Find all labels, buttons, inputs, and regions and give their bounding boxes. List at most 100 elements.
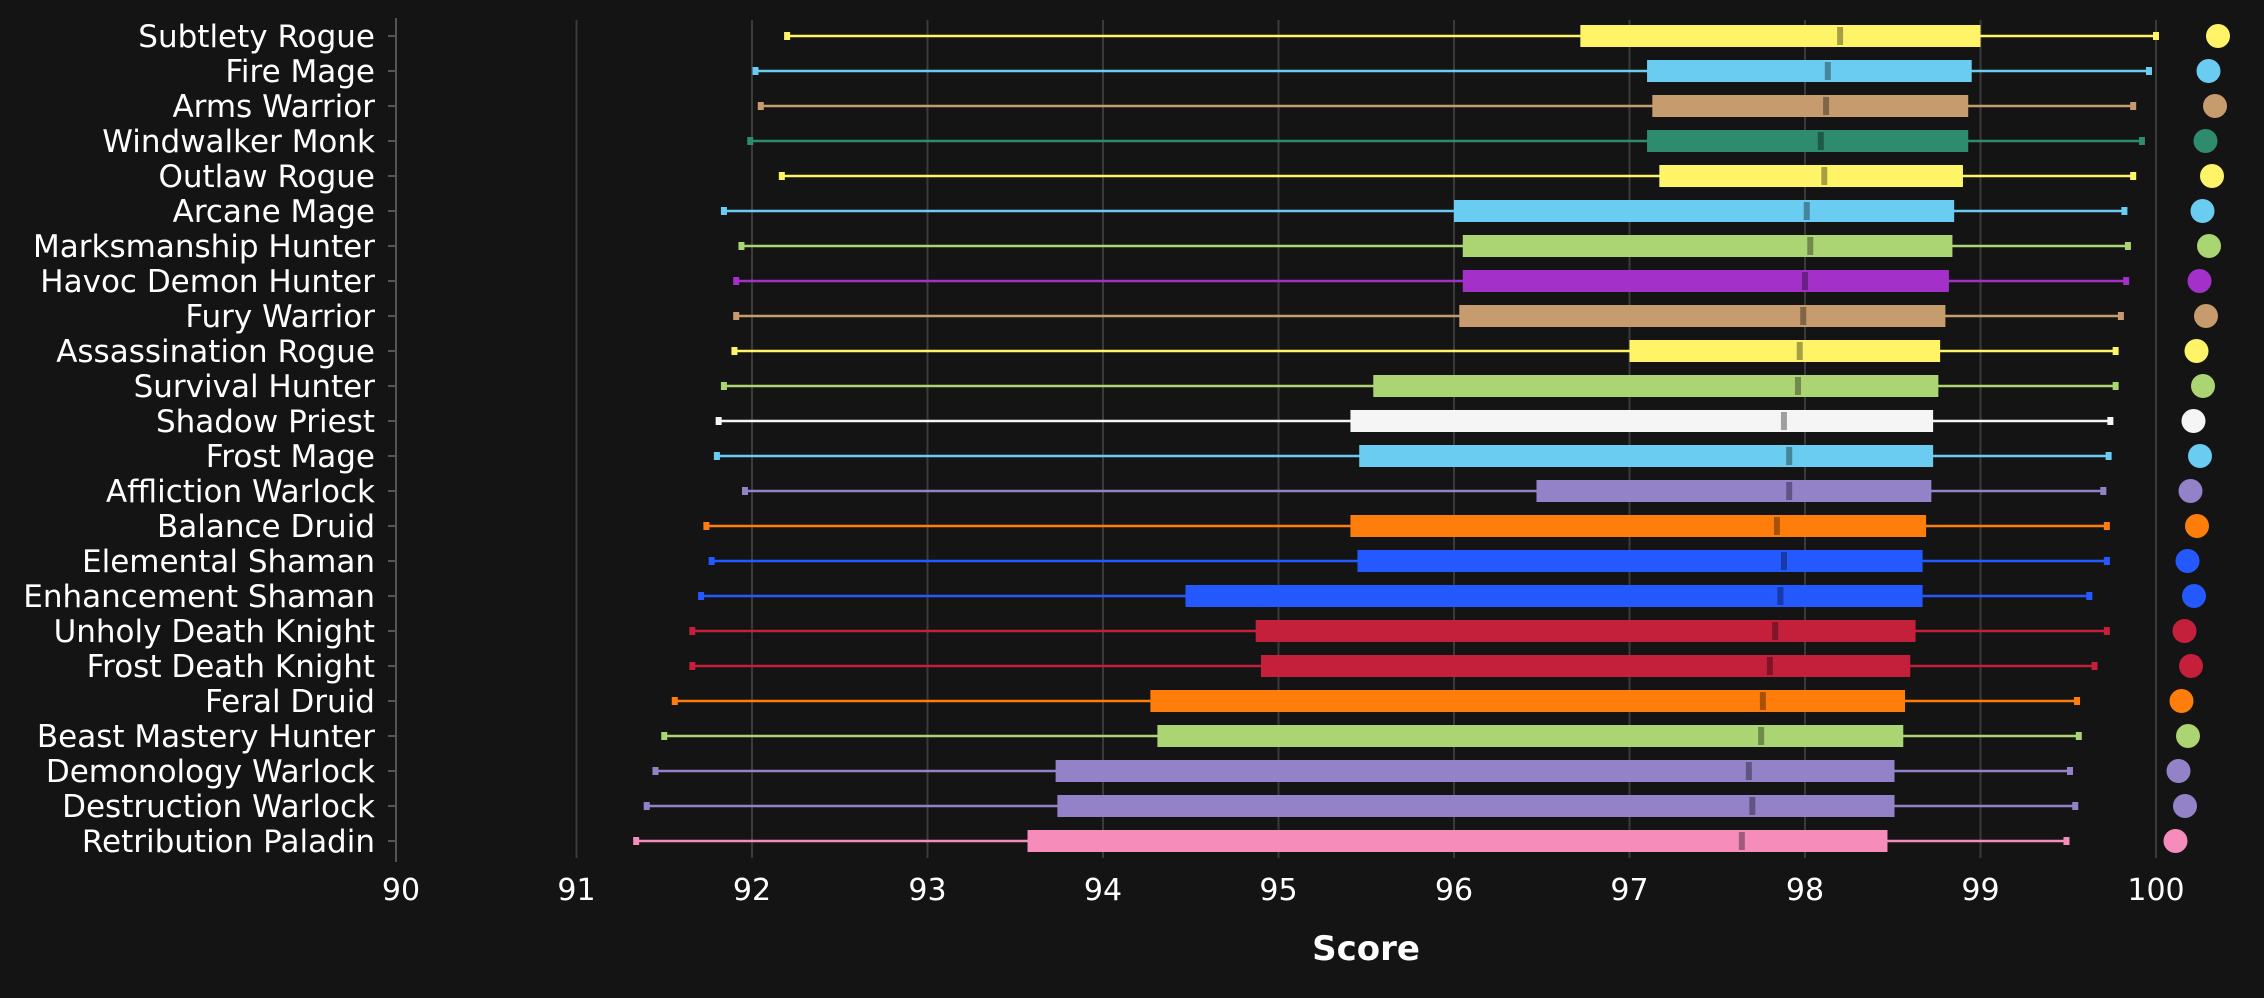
whisker-max-cap (2112, 347, 2119, 355)
box-iqr (1255, 620, 1916, 642)
whisker-min-cap (715, 417, 722, 425)
class-color-dot (2172, 619, 2197, 643)
class-color-dot (2175, 549, 2200, 573)
x-tick-label: 90 (382, 873, 420, 908)
category-label: Beast Mastery Hunter (37, 719, 375, 755)
x-tick-label: 91 (557, 873, 595, 908)
category-label: Arms Warrior (172, 89, 375, 125)
category-label: Assassination Rogue (56, 334, 375, 370)
class-color-dot (2197, 234, 2221, 258)
whisker-min-cap (713, 452, 720, 460)
whisker-max-cap (2086, 592, 2093, 600)
class-color-dot (2166, 759, 2191, 783)
median-mark (1837, 27, 1844, 45)
class-color-dot (2181, 409, 2206, 433)
whisker-min-cap (731, 347, 738, 355)
box-iqr (1027, 830, 1888, 852)
box-iqr (1454, 200, 1955, 222)
category-label: Affliction Warlock (106, 474, 375, 510)
x-tick-label: 93 (908, 873, 946, 908)
whisker-max-cap (2138, 137, 2145, 145)
whisker-min-cap (652, 767, 659, 775)
median-mark (1823, 97, 1830, 115)
whisker-min-cap (738, 242, 745, 250)
median-mark (1802, 272, 1808, 290)
whisker-max-cap (2067, 767, 2074, 775)
box-iqr (1629, 340, 1941, 362)
whisker-max-cap (2153, 32, 2159, 40)
whisker-min-cap (689, 662, 696, 670)
whisker-min-cap (720, 382, 727, 390)
whisker-max-cap (2103, 522, 2110, 530)
x-tick-layer: 90 91 92 93 94 95 96 97 98 99 100 (382, 873, 2185, 908)
box-iqr (1350, 410, 1934, 432)
class-color-dot (2196, 59, 2221, 83)
median-mark (1773, 517, 1780, 535)
whisker-min-cap (752, 67, 759, 75)
whisker-max-cap (2072, 802, 2079, 810)
whisker-max-cap (2075, 732, 2082, 740)
grid-layer (575, 20, 2157, 858)
class-color-dot (2206, 24, 2230, 48)
whisker-max-cap (2091, 662, 2098, 670)
box-iqr (1260, 655, 1911, 677)
category-label: Frost Death Knight (87, 649, 375, 685)
category-label: Outlaw Rogue (158, 159, 375, 195)
median-mark (1780, 412, 1787, 430)
category-label: Unholy Death Knight (54, 614, 375, 650)
whisker-min-cap (671, 697, 678, 705)
category-label: Feral Druid (205, 684, 375, 720)
whisker-min-cap (741, 487, 748, 495)
x-tick-label: 95 (1259, 873, 1297, 908)
x-tick-label: 98 (1786, 873, 1824, 908)
x-tick-label: 99 (1961, 873, 1999, 908)
box-iqr (1462, 270, 1949, 292)
whisker-max-cap (2107, 417, 2114, 425)
whisker-min-cap (643, 802, 650, 810)
class-color-dot (2185, 514, 2209, 538)
box-iqr (1359, 445, 1934, 467)
median-mark (1824, 62, 1831, 80)
category-label: Havoc Demon Hunter (40, 264, 375, 300)
median-mark (1777, 587, 1784, 605)
class-color-dot (2179, 654, 2203, 678)
whisker-max-cap (2103, 557, 2110, 565)
whisker-max-cap (2145, 67, 2152, 75)
class-color-dot (2188, 444, 2212, 468)
whisker-max-cap (2103, 627, 2110, 635)
box-iqr (1350, 515, 1927, 537)
whisker-min-cap (733, 277, 740, 285)
whisker-min-cap (784, 32, 791, 40)
box-layer (633, 25, 2159, 852)
x-tick-label: 92 (733, 873, 771, 908)
legend-dot-layer (2163, 24, 2230, 853)
box-iqr (1150, 690, 1906, 712)
median-mark (1817, 132, 1824, 150)
category-label: Frost Mage (206, 439, 375, 475)
whisker-max-cap (2074, 697, 2081, 705)
median-mark (1759, 692, 1766, 710)
category-label: Marksmanship Hunter (33, 229, 375, 265)
category-label: Balance Druid (157, 509, 375, 545)
box-iqr (1659, 165, 1963, 187)
median-mark (1780, 552, 1787, 570)
category-label: Destruction Warlock (62, 789, 375, 825)
median-mark (1821, 167, 1828, 185)
median-mark (1800, 307, 1807, 325)
box-iqr (1157, 725, 1904, 747)
category-label: Survival Hunter (134, 369, 376, 405)
x-axis-title: Score (1312, 929, 1420, 969)
median-mark (1794, 377, 1801, 395)
median-mark (1745, 762, 1752, 780)
class-color-dot (2203, 94, 2227, 118)
class-color-dot (2163, 829, 2188, 853)
box-iqr (1055, 760, 1895, 782)
class-color-dot (2194, 304, 2218, 328)
box-iqr (1373, 375, 1939, 397)
median-mark (1749, 797, 1756, 815)
whisker-max-cap (2124, 242, 2131, 250)
median-mark (1786, 482, 1793, 500)
